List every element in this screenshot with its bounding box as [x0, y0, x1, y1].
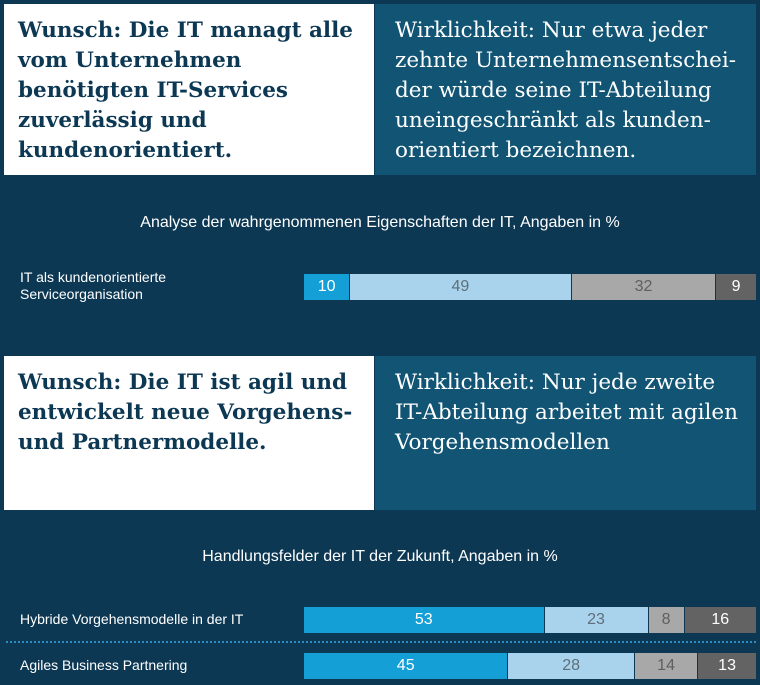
bar-segment-it-als-kundenorientierte-serviceorganisation-1: 10 [304, 274, 350, 300]
row-label-agiles-business-partnering: Agiles Business Partnering [20, 657, 188, 673]
bar-value-label: 28 [562, 657, 581, 674]
wish-panel-1: Wunsch: Die IT managt alle vom Unternehm… [4, 4, 374, 175]
stacked-bar-it-serviceorganisation: 10 49 32 9 [304, 274, 756, 300]
bar-segment-it-als-kundenorientierte-serviceorganisation-2: 49 [349, 274, 571, 300]
bar-value-label: 14 [657, 657, 675, 674]
stacked-bar-agiles-business-partnering: 45 28 14 13 [304, 653, 756, 679]
bar-value-label: 16 [711, 611, 730, 628]
bar-segment-it-als-kundenorientierte-serviceorganisation-3: 32 [570, 274, 716, 300]
bar-segment-hybride-vorgehensmodelle-in-der-it-3: 8 [647, 607, 684, 633]
bar-value-label: 49 [451, 278, 470, 295]
bar-segment-agiles-business-partnering-4: 13 [697, 653, 756, 679]
bar-value-label: 8 [661, 611, 671, 628]
chart-title-1: Analyse der wahrgenommenen Eigenschaften… [140, 214, 620, 231]
reality-text-2: Wirklichkeit: Nur jede zweite IT-Abteilu… [395, 370, 738, 455]
bar-value-label: 23 [587, 611, 605, 628]
row-divider [6, 641, 756, 643]
reality-panel-2: Wirklichkeit: Nur jede zweite IT-Abteilu… [375, 356, 756, 510]
bar-segment-agiles-business-partnering-1: 45 [304, 653, 508, 679]
reality-panel-1: Wirklichkeit: Nur etwa jeder zehnte Unte… [375, 4, 756, 175]
bar-segment-agiles-business-partnering-2: 28 [507, 653, 634, 679]
bar-segment-hybride-vorgehensmodelle-in-der-it-2: 23 [543, 607, 648, 633]
chart-title-2: Handlungsfelder der IT der Zukunft, Anga… [202, 548, 558, 565]
stacked-bar-hybride-vorgehensmodelle: 53 23 8 16 [304, 607, 756, 633]
row-label-it-serviceorganisation: IT als kundenorientierte Serviceorganisa… [20, 269, 167, 302]
bar-value-label: 10 [317, 278, 336, 295]
bar-segment-hybride-vorgehensmodelle-in-der-it-4: 16 [683, 607, 756, 633]
bar-value-label: 53 [414, 611, 433, 628]
bar-segment-agiles-business-partnering-3: 14 [633, 653, 698, 679]
wish-panel-2: Wunsch: Die IT ist agil und entwickelt n… [4, 356, 374, 510]
bar-value-label: 32 [634, 278, 653, 295]
wish-text-1: Wunsch: Die IT managt alle vom Unternehm… [18, 18, 353, 163]
bar-value-label: 45 [396, 657, 415, 674]
row-label-hybride-vorgehensmodelle: Hybride Vorgehensmodelle in der IT [20, 611, 244, 627]
reality-text-1: Wirklichkeit: Nur etwa jeder zehnte Unte… [395, 18, 736, 163]
wish-text-2: Wunsch: Die IT ist agil und entwickelt n… [18, 370, 353, 455]
bar-value-label: 13 [718, 657, 736, 674]
bar-segment-it-als-kundenorientierte-serviceorganisation-4: 9 [715, 274, 756, 300]
bar-segment-hybride-vorgehensmodelle-in-der-it-1: 53 [304, 607, 544, 633]
bar-value-label: 9 [731, 278, 741, 295]
